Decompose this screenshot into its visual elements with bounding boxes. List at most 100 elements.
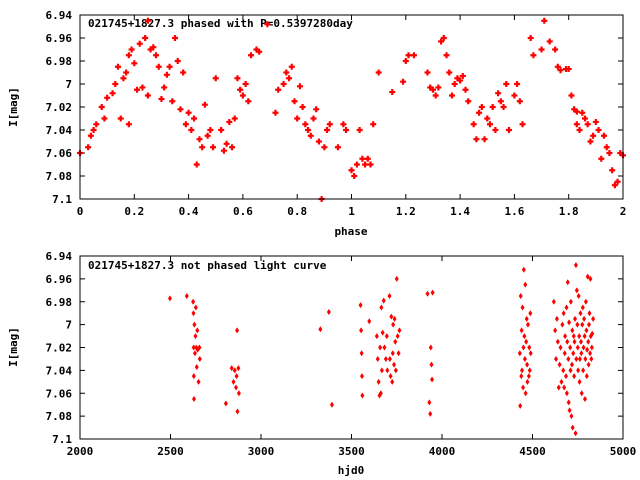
unphased-data-point xyxy=(385,367,390,374)
phased-data-point xyxy=(310,115,317,122)
phased-data-point xyxy=(294,115,301,122)
phased-data-point xyxy=(500,104,507,110)
unphased-data-point xyxy=(235,408,240,415)
unphased-data-point xyxy=(577,333,582,340)
unphased-data-point xyxy=(383,355,388,362)
unphased-data-point xyxy=(378,390,383,397)
phased-data-point xyxy=(486,121,493,128)
unphased-data-point xyxy=(195,327,200,334)
unphased-data-point xyxy=(393,338,398,345)
unphased-data-point xyxy=(589,344,594,351)
phased-data-point xyxy=(87,132,94,139)
phased-points xyxy=(77,17,626,202)
phased-data-point xyxy=(101,115,108,122)
unphased-data-point xyxy=(575,321,580,328)
unphased-data-point xyxy=(569,361,574,368)
unphased-data-point xyxy=(232,367,237,374)
phased-data-point xyxy=(546,38,553,45)
phased-x-tick-label: 0.6 xyxy=(233,205,253,218)
phased-data-point xyxy=(166,63,173,70)
phased-data-point xyxy=(527,35,534,41)
unphased-data-point xyxy=(586,338,591,345)
unphased-data-point xyxy=(579,350,584,357)
phased-data-point xyxy=(131,60,138,67)
phased-data-point xyxy=(93,121,100,128)
unphased-data-point xyxy=(193,333,198,340)
phased-data-point xyxy=(212,75,219,82)
unphased-data-point xyxy=(521,384,526,391)
phased-x-tick-label: 1.2 xyxy=(396,205,416,218)
unphased-data-point xyxy=(379,367,384,374)
unphased-data-point xyxy=(382,344,387,351)
unphased-data-point xyxy=(379,304,384,311)
unphased-data-point xyxy=(425,290,430,297)
unphased-data-point xyxy=(524,338,529,345)
phased-data-point xyxy=(492,127,499,133)
phased-data-point xyxy=(505,127,512,133)
unphased-data-point xyxy=(559,378,564,385)
phased-data-point xyxy=(180,69,187,76)
phased-data-point xyxy=(144,92,151,99)
unphased-data-point xyxy=(582,333,587,340)
unphased-data-point xyxy=(587,310,592,317)
phased-x-tick-label: 0 xyxy=(77,205,84,218)
unphased-x-tick-label: 2000 xyxy=(67,445,94,458)
unphased-data-point xyxy=(236,365,241,372)
unphased-data-point xyxy=(358,302,363,309)
unphased-data-point xyxy=(581,344,586,351)
unphased-data-point xyxy=(527,344,532,351)
phased-data-point xyxy=(185,109,192,116)
phased-data-point xyxy=(457,77,464,84)
phased-data-point xyxy=(402,58,409,64)
unphased-data-point xyxy=(518,293,523,300)
phased-data-point xyxy=(248,52,255,59)
phased-data-point xyxy=(139,84,146,91)
unphased-data-point xyxy=(573,315,578,322)
unphased-plot-frame xyxy=(79,255,624,440)
unphased-data-point xyxy=(375,355,380,362)
phased-data-point xyxy=(172,35,179,41)
unphased-data-point xyxy=(588,350,593,357)
unphased-data-point xyxy=(578,310,583,317)
phased-data-point xyxy=(174,58,181,64)
phased-data-point xyxy=(280,81,287,87)
phased-data-point xyxy=(326,121,333,128)
unphased-data-point xyxy=(588,275,593,282)
phased-data-point xyxy=(429,86,436,93)
unphased-y-tick-label: 7.04 xyxy=(46,364,73,377)
unphased-data-point xyxy=(585,273,590,280)
unphased-data-point xyxy=(234,373,239,380)
phased-data-point xyxy=(237,86,244,93)
phased-data-point xyxy=(112,81,119,87)
unphased-data-point xyxy=(236,390,241,397)
unphased-data-point xyxy=(564,390,569,397)
phased-data-point xyxy=(231,115,238,122)
phased-data-point xyxy=(163,71,170,78)
phased-data-point xyxy=(519,121,526,128)
phased-x-tick-label: 0.2 xyxy=(124,205,144,218)
unphased-data-point xyxy=(523,281,528,288)
phased-data-point xyxy=(161,84,168,91)
phased-data-point xyxy=(313,106,320,113)
phased-data-point xyxy=(191,115,198,122)
phased-data-point xyxy=(115,63,122,70)
unphased-data-point xyxy=(392,315,397,322)
phased-data-point xyxy=(120,75,127,82)
phased-data-point xyxy=(446,69,453,76)
phased-data-point xyxy=(410,52,417,59)
phased-data-point xyxy=(117,115,124,122)
unphased-data-point xyxy=(522,355,527,362)
phased-data-point xyxy=(614,178,621,185)
unphased-data-point xyxy=(428,344,433,351)
phased-data-point xyxy=(256,48,263,55)
unphased-y-tick-label: 7.06 xyxy=(46,387,73,400)
phased-y-tick-label: 6.96 xyxy=(46,32,73,45)
unphased-data-point xyxy=(566,399,571,406)
unphased-data-point xyxy=(579,390,584,397)
phased-data-point xyxy=(134,86,141,93)
phased-ticks: 0 0.2 0.4 0.6 0.8 1 1.2 1.4 1.6 1.8 2 6.94 6.96 6.98 7… xyxy=(46,9,627,218)
unphased-data-point xyxy=(577,355,582,362)
unphased-data-point xyxy=(551,298,556,305)
phased-data-point xyxy=(579,109,586,116)
phased-data-point xyxy=(218,127,225,133)
